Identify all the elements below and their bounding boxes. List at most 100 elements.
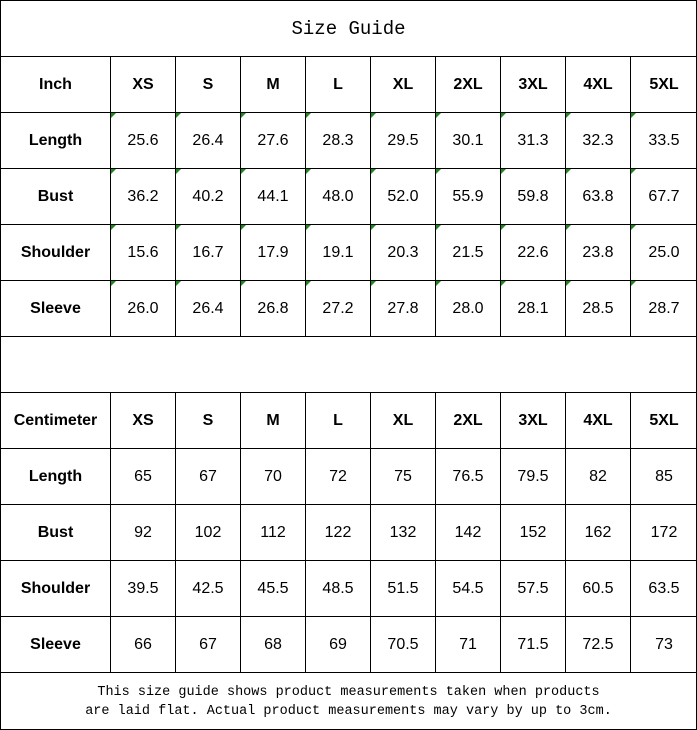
size-header-l: L xyxy=(305,57,371,113)
cm-row-sleeve: Sleeve 66 67 68 69 70.5 71 71.5 72.5 73 xyxy=(0,616,697,673)
size-header-2xl: 2XL xyxy=(435,392,501,449)
inch-unit-label: Inch xyxy=(0,57,111,113)
measurement-cell: 45.5 xyxy=(240,560,306,617)
size-header-xs: XS xyxy=(110,57,176,113)
measurement-cell: 102 xyxy=(175,504,241,561)
measurement-cell: 72 xyxy=(305,448,371,505)
measurement-cell: 85 xyxy=(630,448,697,505)
measurement-cell: 33.5 xyxy=(630,112,697,169)
cm-unit-label: Centimeter xyxy=(0,392,111,449)
measurement-cell: 17.9 xyxy=(240,224,306,281)
cm-row-shoulder: Shoulder 39.5 42.5 45.5 48.5 51.5 54.5 57.5 60.5… xyxy=(0,560,697,617)
measurement-cell: 36.2 xyxy=(110,168,176,225)
measurement-cell: 28.3 xyxy=(305,112,371,169)
measurement-cell: 142 xyxy=(435,504,501,561)
measurement-cell: 26.8 xyxy=(240,280,306,337)
size-header-4xl: 4XL xyxy=(565,57,631,113)
row-label: Shoulder xyxy=(0,560,111,617)
measurement-cell: 25.0 xyxy=(630,224,697,281)
size-header-m: M xyxy=(240,57,306,113)
size-header-2xl: 2XL xyxy=(435,57,501,113)
measurement-cell: 44.1 xyxy=(240,168,306,225)
inch-row-bust: Bust 36.2 40.2 44.1 48.0 52.0 55.9 59.8 63.8 67.7 xyxy=(0,168,697,225)
measurement-cell: 20.3 xyxy=(370,224,436,281)
page-title: Size Guide xyxy=(1,1,696,57)
measurement-cell: 57.5 xyxy=(500,560,566,617)
measurement-cell: 66 xyxy=(110,616,176,673)
measurement-cell: 27.8 xyxy=(370,280,436,337)
measurement-cell: 67 xyxy=(175,448,241,505)
measurement-cell: 68 xyxy=(240,616,306,673)
measurement-cell: 32.3 xyxy=(565,112,631,169)
measurement-cell: 48.0 xyxy=(305,168,371,225)
measurement-cell: 71 xyxy=(435,616,501,673)
measurement-cell: 22.6 xyxy=(500,224,566,281)
size-header-5xl: 5XL xyxy=(630,392,697,449)
measurement-cell: 70 xyxy=(240,448,306,505)
size-table: Inch XS S M L XL 2XL 3XL 4XL 5XL Length 25.6 26.4 27.… xyxy=(0,57,697,673)
measurement-cell: 63.5 xyxy=(630,560,697,617)
measurement-cell: 73 xyxy=(630,616,697,673)
measurement-cell: 65 xyxy=(110,448,176,505)
measurement-cell: 70.5 xyxy=(370,616,436,673)
measurement-cell: 39.5 xyxy=(110,560,176,617)
footer-note: This size guide shows product measuremen… xyxy=(1,673,696,730)
measurement-cell: 16.7 xyxy=(175,224,241,281)
measurement-cell: 29.5 xyxy=(370,112,436,169)
measurement-cell: 76.5 xyxy=(435,448,501,505)
measurement-cell: 75 xyxy=(370,448,436,505)
row-label: Bust xyxy=(0,504,111,561)
measurement-cell: 21.5 xyxy=(435,224,501,281)
measurement-cell: 51.5 xyxy=(370,560,436,617)
measurement-cell: 55.9 xyxy=(435,168,501,225)
measurement-cell: 30.1 xyxy=(435,112,501,169)
cm-row-bust: Bust 92 102 112 122 132 142 152 162 172 xyxy=(0,504,697,561)
size-header-3xl: 3XL xyxy=(500,57,566,113)
measurement-cell: 27.6 xyxy=(240,112,306,169)
measurement-cell: 92 xyxy=(110,504,176,561)
measurement-cell: 69 xyxy=(305,616,371,673)
measurement-cell: 28.7 xyxy=(630,280,697,337)
footer-line-2: are laid flat. Actual product measuremen… xyxy=(85,703,612,719)
measurement-cell: 71.5 xyxy=(500,616,566,673)
size-header-4xl: 4XL xyxy=(565,392,631,449)
measurement-cell: 152 xyxy=(500,504,566,561)
spacer-cell xyxy=(0,336,697,393)
measurement-cell: 28.1 xyxy=(500,280,566,337)
size-header-m: M xyxy=(240,392,306,449)
spacer-row xyxy=(0,336,697,393)
measurement-cell: 72.5 xyxy=(565,616,631,673)
measurement-cell: 27.2 xyxy=(305,280,371,337)
measurement-cell: 28.5 xyxy=(565,280,631,337)
measurement-cell: 52.0 xyxy=(370,168,436,225)
cm-header-row: Centimeter XS S M L XL 2XL 3XL 4XL 5XL xyxy=(0,392,697,449)
measurement-cell: 67 xyxy=(175,616,241,673)
row-label: Length xyxy=(0,112,111,169)
footer-line-1: This size guide shows product measuremen… xyxy=(97,684,600,700)
inch-row-sleeve: Sleeve 26.0 26.4 26.8 27.2 27.8 28.0 28.1 28.5 28… xyxy=(0,280,697,337)
measurement-cell: 63.8 xyxy=(565,168,631,225)
inch-row-shoulder: Shoulder 15.6 16.7 17.9 19.1 20.3 21.5 22.6 23.8… xyxy=(0,224,697,281)
size-header-3xl: 3XL xyxy=(500,392,566,449)
measurement-cell: 82 xyxy=(565,448,631,505)
measurement-cell: 26.4 xyxy=(175,112,241,169)
row-label: Sleeve xyxy=(0,280,111,337)
measurement-cell: 172 xyxy=(630,504,697,561)
size-header-xl: XL xyxy=(370,392,436,449)
cm-row-length: Length 65 67 70 72 75 76.5 79.5 82 85 xyxy=(0,448,697,505)
inch-header-row: Inch XS S M L XL 2XL 3XL 4XL 5XL xyxy=(0,57,697,113)
measurement-cell: 132 xyxy=(370,504,436,561)
size-header-xs: XS xyxy=(110,392,176,449)
measurement-cell: 54.5 xyxy=(435,560,501,617)
size-header-xl: XL xyxy=(370,57,436,113)
measurement-cell: 59.8 xyxy=(500,168,566,225)
row-label: Bust xyxy=(0,168,111,225)
measurement-cell: 48.5 xyxy=(305,560,371,617)
measurement-cell: 28.0 xyxy=(435,280,501,337)
size-header-s: S xyxy=(175,57,241,113)
measurement-cell: 40.2 xyxy=(175,168,241,225)
row-label: Sleeve xyxy=(0,616,111,673)
inch-row-length: Length 25.6 26.4 27.6 28.3 29.5 30.1 31.3 32.3 33… xyxy=(0,112,697,169)
measurement-cell: 60.5 xyxy=(565,560,631,617)
